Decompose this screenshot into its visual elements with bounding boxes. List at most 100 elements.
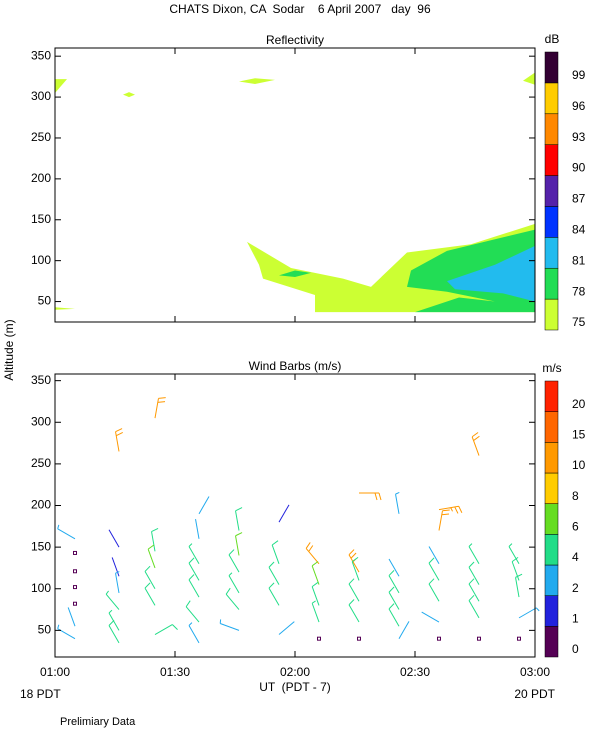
calm-marker — [517, 636, 521, 641]
wind-barb — [235, 507, 243, 531]
colorbar-label: 4 — [572, 550, 579, 564]
colorbar-segment — [544, 503, 559, 535]
calm-marker — [357, 636, 361, 641]
wind-barb — [188, 622, 200, 644]
colorbar-label: 87 — [572, 192, 586, 206]
colorbar-label: 81 — [572, 253, 586, 267]
wind-barb — [311, 561, 320, 585]
colorbar-label: 84 — [572, 223, 586, 237]
calm-marker — [437, 636, 441, 641]
wind-barb — [198, 496, 210, 515]
colorbar-segment — [544, 564, 559, 596]
wind-barb — [311, 581, 320, 606]
wind-barb — [518, 607, 540, 619]
wind-barb — [188, 557, 200, 581]
colorbar-segment — [544, 442, 559, 474]
contour-region — [55, 307, 75, 310]
colorbar-segment — [544, 206, 559, 238]
wind-barb — [471, 432, 480, 456]
plot-frame — [54, 373, 536, 658]
colorbar-label: 0 — [572, 642, 579, 656]
wind-barb — [278, 621, 295, 635]
colorbar-label: 99 — [572, 68, 586, 82]
calm-marker — [73, 585, 77, 590]
colorbar-label: 90 — [572, 161, 586, 175]
colorbar-label: 96 — [572, 99, 586, 113]
wind-barb — [188, 574, 200, 598]
panel-title: Reflectivity — [266, 33, 324, 47]
colorbar-title: m/s — [542, 361, 561, 375]
wind-barb — [468, 578, 480, 602]
wind-barb — [144, 582, 156, 606]
wind-barb — [388, 586, 400, 610]
contour-region — [279, 270, 311, 278]
wind-barb — [468, 594, 480, 619]
wind-barb — [111, 557, 120, 577]
wind-barb — [57, 524, 76, 540]
wind-barb — [311, 600, 320, 623]
y-tick-label: 250 — [31, 456, 51, 470]
wind-barb — [468, 561, 480, 585]
colorbar-label: 1 — [572, 612, 579, 626]
wind-barb — [305, 542, 320, 565]
wind-barb — [115, 571, 120, 593]
contour-region — [55, 79, 67, 93]
wind-barb — [108, 619, 120, 644]
colorbar-segment — [544, 298, 559, 331]
wind-barb — [188, 543, 200, 565]
wind-barb — [105, 590, 120, 610]
wind-barb — [468, 543, 480, 565]
colorbar-segment — [544, 411, 559, 443]
wind-barb — [388, 603, 400, 627]
wind-barb — [421, 611, 440, 623]
page-title: CHATS Dixon, CA Sodar 6 April 2007 day 9… — [169, 2, 431, 16]
colorbar-segment — [544, 534, 559, 566]
x-axis-label: UT (PDT - 7) — [259, 680, 331, 694]
wind-barb — [388, 558, 400, 577]
colorbar-segment — [544, 267, 559, 300]
wind-barb — [438, 509, 450, 531]
wind-barb — [219, 619, 240, 631]
wind-barb — [515, 573, 523, 598]
wind-barb — [271, 540, 280, 564]
contour-region — [447, 245, 535, 302]
wind-barb — [508, 543, 520, 565]
y-tick-label: 200 — [31, 171, 51, 185]
calm-marker — [477, 636, 481, 641]
colorbar-label: 2 — [572, 581, 579, 595]
colorbar-label: 8 — [572, 489, 579, 503]
wind-barb — [348, 599, 360, 623]
wind-barb — [428, 557, 440, 581]
y-tick-label: 150 — [31, 539, 51, 553]
y-tick-label: 100 — [31, 581, 51, 595]
colorbar-segment — [544, 626, 559, 658]
colorbar-label: 75 — [572, 315, 586, 329]
calm-marker — [73, 569, 77, 574]
wind-barb — [228, 549, 240, 573]
x-tick-label: 01:00 — [40, 665, 70, 679]
wind-barb — [388, 570, 400, 594]
colorbar-title: dB — [545, 32, 560, 46]
wind-barb — [428, 578, 440, 602]
panel-title: Wind Barbs (m/s) — [249, 359, 342, 373]
wind-barb — [228, 572, 240, 594]
wind-barb — [438, 505, 463, 514]
colorbar-segment — [544, 380, 559, 412]
calm-marker — [73, 601, 77, 606]
colorbar-segment — [544, 51, 559, 84]
wind-barb — [115, 428, 123, 452]
y-tick-label: 100 — [31, 253, 51, 267]
colorbar-label: 10 — [572, 458, 586, 472]
wind-barb — [428, 546, 440, 565]
wind-barb — [268, 561, 280, 585]
wind-barb — [359, 492, 382, 501]
wind-barb — [67, 607, 76, 627]
wind-barb — [108, 529, 120, 548]
wind-barb — [235, 532, 243, 556]
x-tick-label: 02:30 — [400, 665, 430, 679]
wind-barb — [108, 609, 120, 631]
colorbar-segment — [544, 144, 559, 176]
wind-barb — [395, 492, 400, 514]
colorbar-segment — [544, 237, 559, 269]
